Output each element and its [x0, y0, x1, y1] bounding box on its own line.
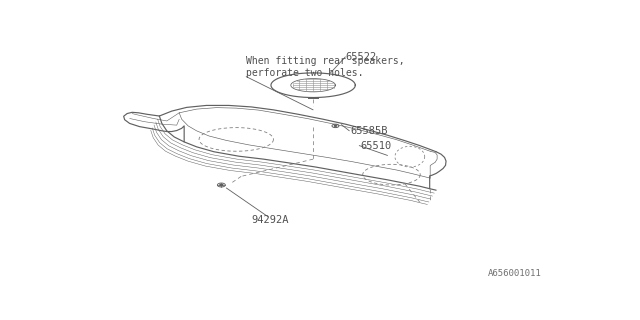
Text: 65522: 65522: [346, 52, 376, 62]
Circle shape: [335, 125, 337, 126]
Circle shape: [220, 184, 223, 186]
Text: 65585B: 65585B: [350, 126, 388, 136]
Text: 65510: 65510: [360, 140, 392, 151]
Text: 94292A: 94292A: [251, 214, 289, 225]
Text: When fitting rear speakers,
perforate two holes.: When fitting rear speakers, perforate tw…: [246, 56, 404, 77]
Text: A656001011: A656001011: [488, 269, 541, 278]
